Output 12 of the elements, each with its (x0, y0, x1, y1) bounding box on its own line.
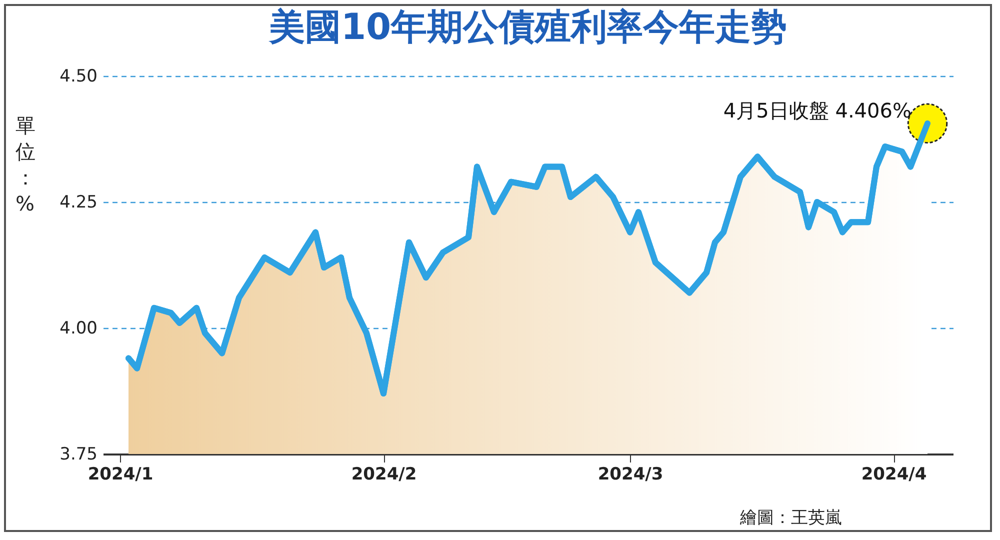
x-tick-label: 2024/1 (88, 464, 154, 484)
x-tick-label: 2024/4 (861, 464, 927, 484)
y-tick-label: 4.00 (60, 318, 98, 338)
y-tick-label: 4.50 (60, 66, 98, 86)
x-tick-label: 2024/2 (351, 464, 417, 484)
text: 繪圖：王英嵐 (740, 507, 842, 529)
chart-title: 美國10年期公債殖利率今年走勢 (268, 7, 788, 48)
y-tick-label: 4.25 (60, 192, 98, 212)
annotation: 4月5日收盤 4.406% (723, 98, 912, 122)
x-tick-label: 2024/3 (598, 464, 664, 484)
y-tick-label: 3.75 (60, 444, 98, 464)
y-axis-title: 單位：% (16, 114, 36, 216)
